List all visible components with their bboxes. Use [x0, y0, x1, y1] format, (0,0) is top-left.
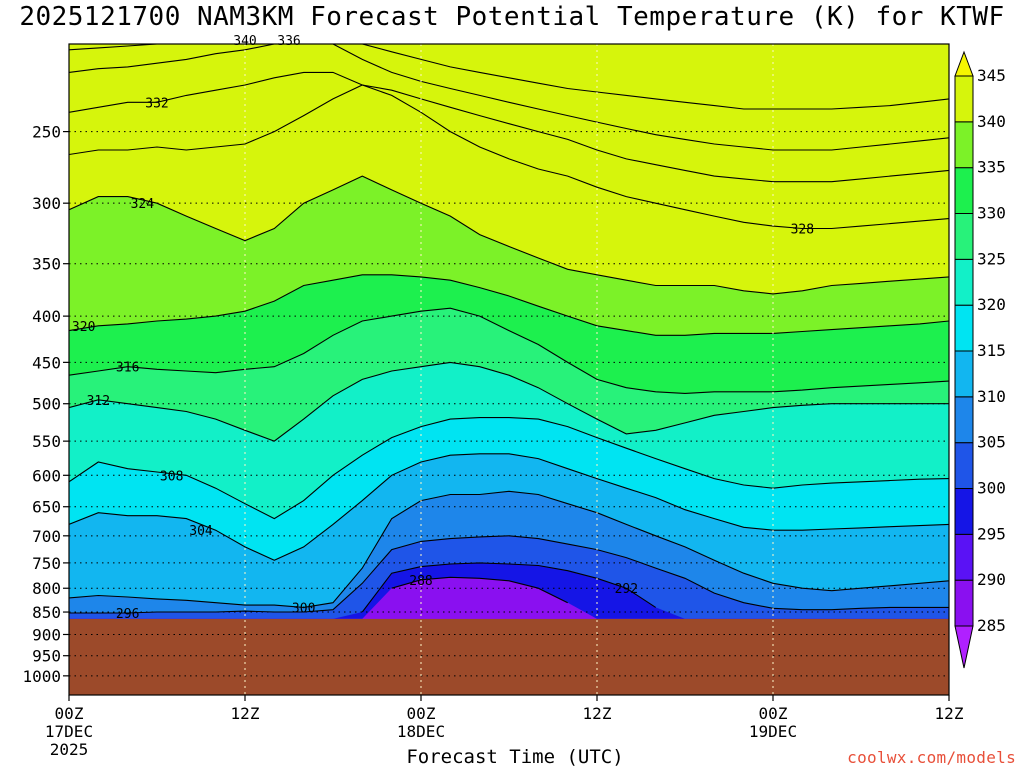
x-tick-label: 00Z: [759, 704, 788, 723]
contour-label: 296: [116, 607, 139, 622]
x-tick-date: 18DEC: [397, 722, 445, 741]
colorbar-segment: [954, 533, 974, 581]
y-tick-label: 350: [32, 255, 61, 274]
contour-label: 292: [615, 582, 638, 597]
isentrope-line: [69, 175, 949, 295]
colorbar-segment: [954, 304, 974, 352]
colorbar-label: 340: [977, 112, 1006, 131]
contour-label: 336: [277, 34, 300, 49]
colorbar-segment: [954, 167, 974, 215]
colorbar-segment: [954, 442, 974, 489]
y-tick-label: 700: [32, 527, 61, 546]
colorbar-segment: [954, 258, 974, 306]
x-tick-label: 12Z: [231, 704, 260, 723]
isentrope-line: [69, 44, 949, 151]
contour-label: 324: [131, 197, 155, 212]
x-axis-title: Forecast Time (UTC): [406, 746, 624, 768]
colorbar-segment: [954, 75, 974, 123]
x-tick-label: 12Z: [935, 704, 964, 723]
contour-label: 304: [189, 524, 213, 539]
contour-label: 312: [87, 394, 110, 409]
contour-label: 320: [72, 320, 95, 335]
plot-frame: [68, 43, 950, 696]
colorbar-segment: [954, 213, 974, 260]
isentrope-line: [69, 307, 949, 394]
colorbar-label: 305: [977, 433, 1006, 452]
colorbar-top-arrow: [954, 50, 974, 77]
x-tick-date: 19DEC: [749, 722, 797, 741]
colorbar-label: 330: [977, 204, 1006, 223]
isentrope-line: [69, 44, 949, 110]
contour-label: 288: [409, 574, 432, 589]
y-tick-label: 1000: [22, 667, 61, 686]
isentrope-line: [69, 361, 949, 442]
colorbar-label: 325: [977, 249, 1006, 268]
chart-title: 2025121700 NAM3KM Forecast Potential Tem…: [19, 2, 1005, 32]
colorbar-label: 345: [977, 66, 1006, 85]
colorbar-segment: [954, 488, 974, 535]
x-tick-date: 17DEC: [45, 722, 93, 741]
isentrope-line: [69, 274, 949, 336]
source-credit: coolwx.com/models: [847, 748, 1016, 767]
y-tick-label: 750: [32, 554, 61, 573]
x-tick-label: 00Z: [407, 704, 436, 723]
y-tick-label: 550: [32, 432, 61, 451]
isentrope-line: [361, 562, 657, 613]
isentrope-line: [69, 417, 949, 520]
y-tick-label: 850: [32, 603, 61, 622]
colorbar-segment: [954, 579, 974, 627]
isentrope-line: [69, 490, 949, 608]
contour-label: 316: [116, 361, 139, 376]
colorbar-label: 310: [977, 387, 1006, 406]
y-tick-label: 900: [32, 625, 61, 644]
x-tick-year: 2025: [50, 740, 89, 759]
contour-label: 332: [145, 96, 168, 111]
colorbar-label: 290: [977, 570, 1006, 589]
colorbar-segment: [954, 396, 974, 444]
y-tick-label: 800: [32, 579, 61, 598]
colorbar-label: 315: [977, 341, 1006, 360]
colorbar-label: 320: [977, 295, 1006, 314]
colorbar-bottom-arrow: [954, 625, 974, 669]
isentrope-line: [69, 84, 949, 230]
contour-label: 328: [791, 223, 814, 238]
y-tick-label: 600: [32, 466, 61, 485]
y-tick-label: 650: [32, 498, 61, 517]
y-tick-label: 400: [32, 307, 61, 326]
colorbar-segment: [954, 121, 974, 169]
terrain-fill: [69, 618, 949, 695]
colorbar-label: 285: [977, 616, 1006, 635]
contour-label: 308: [160, 469, 183, 484]
isentrope-line: [69, 453, 949, 561]
contour-label: 300: [292, 601, 315, 616]
x-tick-label: 00Z: [55, 704, 84, 723]
isentrope-line: [69, 71, 949, 183]
y-tick-label: 500: [32, 395, 61, 414]
contour-label: 340: [233, 34, 256, 49]
colorbar-label: 335: [977, 158, 1006, 177]
x-tick-label: 12Z: [583, 704, 612, 723]
y-tick-label: 300: [32, 194, 61, 213]
colorbar-segment: [954, 350, 974, 398]
y-tick-label: 250: [32, 123, 61, 142]
y-tick-label: 450: [32, 353, 61, 372]
y-tick-label: 950: [32, 647, 61, 666]
colorbar-label: 295: [977, 524, 1006, 543]
colorbar-label: 300: [977, 479, 1006, 498]
